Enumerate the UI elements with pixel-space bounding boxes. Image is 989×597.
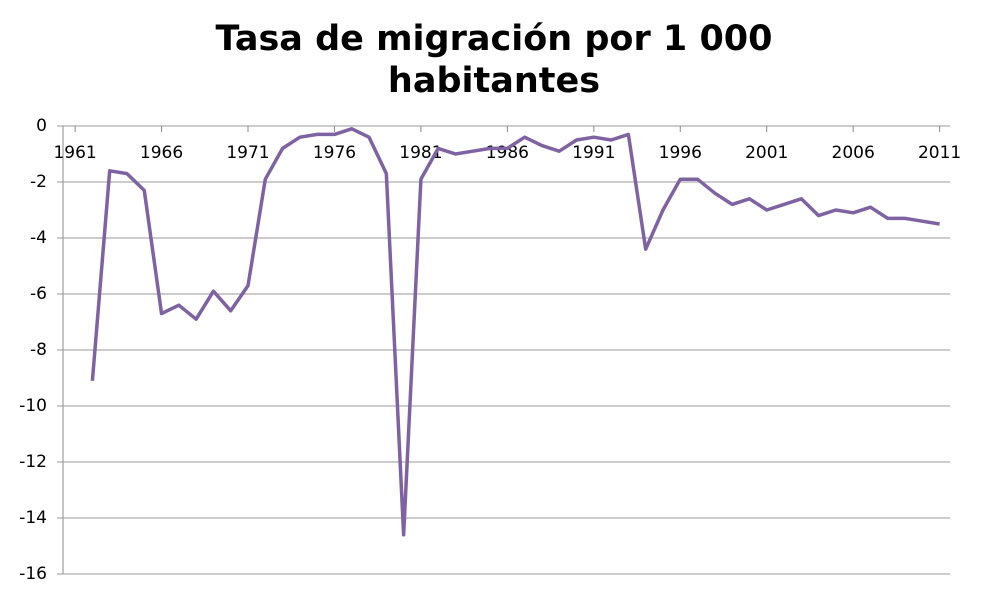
x-tick-label: 2001 (745, 143, 788, 163)
x-tick-label: 2011 (918, 143, 961, 163)
chart-title: Tasa de migración por 1 000 habitantes (215, 19, 773, 101)
x-tick-label: 1986 (486, 143, 529, 163)
y-tick-label: -14 (19, 508, 47, 528)
x-tick-label: 1966 (140, 143, 183, 163)
data-line (90, 127, 940, 537)
x-tick-label: 1996 (659, 143, 702, 163)
y-tick-label: -4 (30, 228, 47, 248)
x-tick-label: 1971 (226, 143, 269, 163)
x-tick-label: 2006 (832, 143, 875, 163)
y-tick-label: -6 (30, 284, 47, 304)
x-tick-label: 1991 (572, 143, 615, 163)
y-tick-label: -16 (19, 564, 47, 584)
y-tick-label: -2 (30, 172, 47, 192)
y-tick-label: -8 (30, 340, 47, 360)
y-tick-label: 0 (36, 116, 47, 136)
y-tick-label: -12 (19, 452, 47, 472)
y-tick-label: -10 (19, 396, 47, 416)
x-tick-label: 1961 (53, 143, 96, 163)
x-tick-label: 1976 (313, 143, 356, 163)
